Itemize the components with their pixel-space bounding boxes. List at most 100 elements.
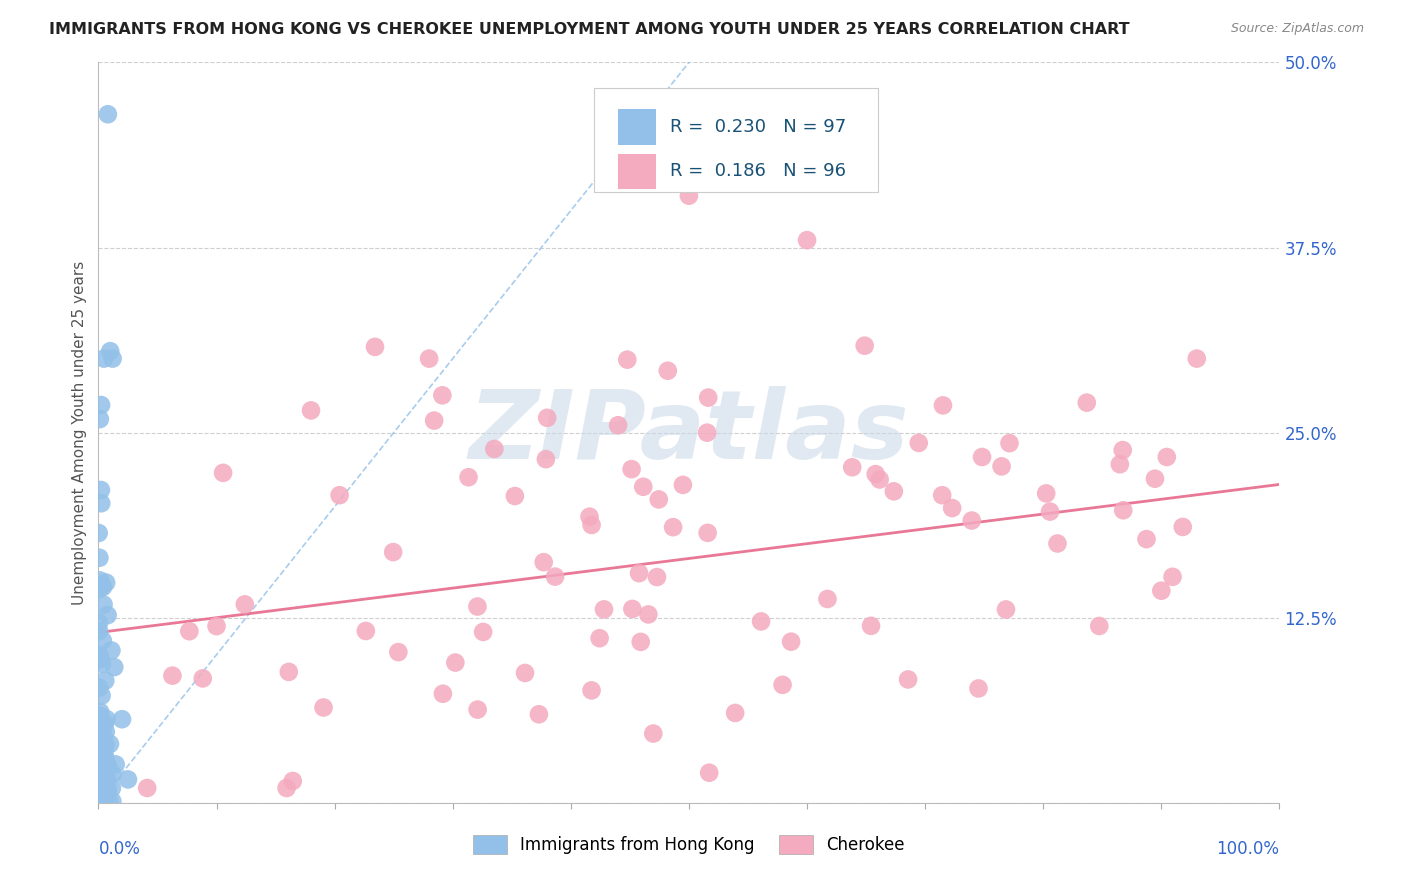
- Point: [94, 777, 117, 791]
- Point: [179, 624, 201, 639]
- Point: [94, 575, 117, 590]
- Point: [432, 388, 454, 402]
- Point: [1108, 457, 1130, 471]
- Point: [89, 681, 111, 695]
- Point: [94, 750, 117, 764]
- Point: [645, 570, 668, 584]
- Point: [96, 780, 118, 794]
- Point: [354, 624, 377, 638]
- Point: [94, 724, 117, 739]
- Point: [932, 398, 955, 412]
- Point: [90, 755, 112, 769]
- Point: [89, 574, 111, 588]
- Point: [841, 460, 863, 475]
- Point: [643, 726, 665, 740]
- Point: [662, 520, 685, 534]
- Point: [621, 602, 644, 616]
- Point: [1135, 532, 1157, 546]
- Point: [89, 651, 111, 665]
- Point: [94, 673, 117, 688]
- Point: [749, 615, 772, 629]
- Point: [1112, 443, 1135, 458]
- Point: [860, 619, 883, 633]
- Point: [1143, 472, 1166, 486]
- Point: [796, 233, 818, 247]
- Point: [89, 582, 111, 596]
- Point: [117, 772, 139, 787]
- Point: [484, 442, 506, 456]
- Point: [581, 683, 603, 698]
- Point: [101, 767, 124, 781]
- Point: [630, 635, 652, 649]
- Point: [94, 794, 117, 808]
- Y-axis label: Unemployment Among Youth under 25 years: Unemployment Among Youth under 25 years: [72, 260, 87, 605]
- Point: [111, 712, 134, 726]
- Point: [907, 436, 929, 450]
- Point: [96, 712, 118, 726]
- Point: [90, 782, 112, 797]
- Point: [1076, 395, 1098, 409]
- Point: [527, 707, 550, 722]
- Point: [678, 188, 700, 202]
- Point: [90, 780, 112, 794]
- Point: [853, 339, 876, 353]
- Point: [104, 757, 127, 772]
- Point: [89, 776, 111, 790]
- Point: [93, 772, 115, 787]
- Point: [101, 781, 124, 796]
- Point: [97, 759, 120, 773]
- Point: [89, 721, 111, 735]
- Point: [91, 789, 114, 804]
- Point: [97, 107, 120, 121]
- Point: [91, 775, 114, 789]
- Point: [91, 580, 114, 594]
- Point: [897, 673, 920, 687]
- Point: [628, 566, 651, 581]
- Point: [1150, 583, 1173, 598]
- Point: [620, 462, 643, 476]
- Point: [90, 781, 112, 796]
- Point: [87, 742, 110, 756]
- Point: [90, 763, 112, 777]
- Point: [91, 787, 114, 801]
- Point: [89, 747, 111, 761]
- Point: [90, 753, 112, 767]
- Point: [364, 340, 387, 354]
- Point: [89, 757, 111, 772]
- Point: [90, 496, 112, 510]
- Point: [281, 774, 304, 789]
- Point: [90, 769, 112, 783]
- Point: [432, 687, 454, 701]
- Point: [536, 410, 558, 425]
- Point: [97, 794, 120, 808]
- Point: [299, 403, 322, 417]
- Point: [1112, 503, 1135, 517]
- Point: [87, 735, 110, 749]
- Point: [588, 631, 610, 645]
- Point: [607, 418, 630, 433]
- Point: [89, 412, 111, 426]
- Point: [513, 665, 536, 680]
- Point: [883, 484, 905, 499]
- Point: [96, 757, 118, 772]
- Point: [89, 714, 111, 728]
- Point: [657, 364, 679, 378]
- Point: [994, 602, 1017, 616]
- Point: [91, 657, 114, 671]
- Point: [1039, 505, 1062, 519]
- Point: [672, 478, 695, 492]
- Point: [162, 668, 184, 682]
- Point: [1161, 570, 1184, 584]
- Point: [89, 652, 111, 666]
- Text: R =  0.230   N = 97: R = 0.230 N = 97: [671, 118, 846, 136]
- Point: [578, 509, 600, 524]
- Point: [93, 746, 115, 760]
- Point: [191, 672, 214, 686]
- Point: [648, 492, 671, 507]
- Point: [87, 526, 110, 541]
- Point: [637, 607, 659, 622]
- Point: [89, 786, 111, 800]
- Point: [633, 480, 655, 494]
- Point: [869, 473, 891, 487]
- Point: [697, 391, 720, 405]
